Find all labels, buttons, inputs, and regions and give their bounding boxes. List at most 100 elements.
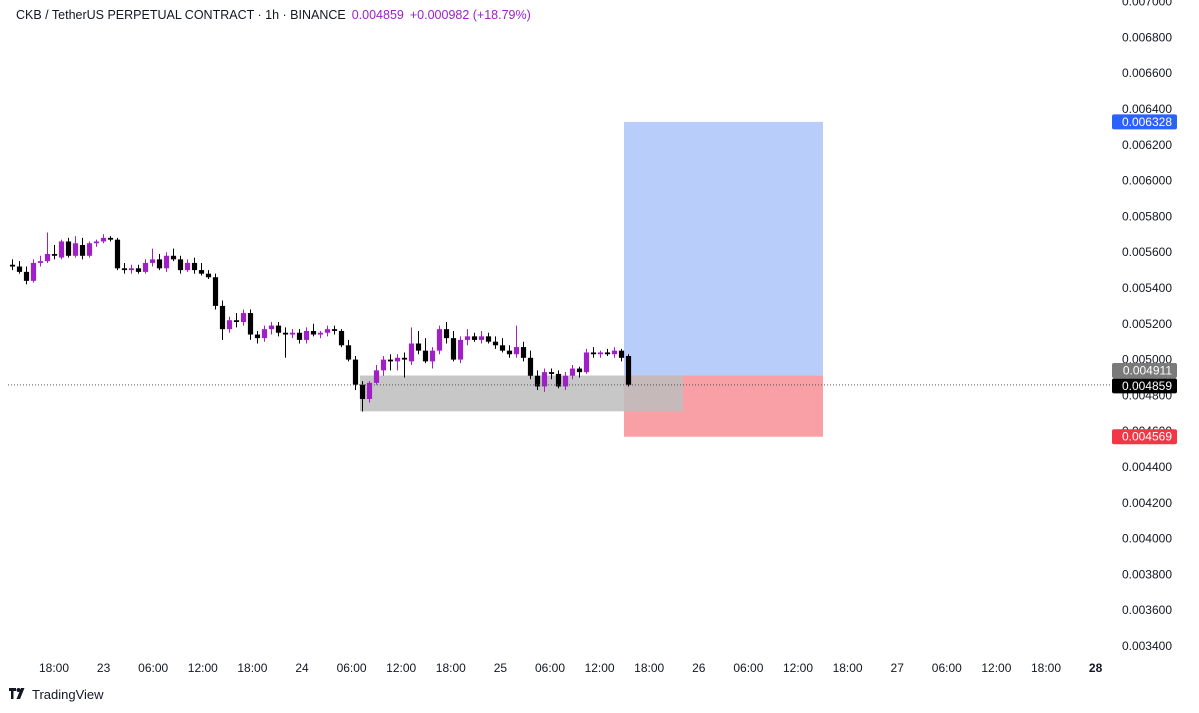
time-tick-label: 12:00	[188, 661, 218, 675]
price-tick-label: 0.005600	[1122, 245, 1172, 259]
badge-background	[1112, 114, 1177, 130]
time-tick-label: 06:00	[138, 661, 168, 675]
chart-header: CKB / TetherUS PERPETUAL CONTRACT · 1h ·…	[16, 8, 531, 22]
badge-text: 0.004859	[1122, 379, 1172, 393]
candle	[149, 248, 156, 267]
candle	[338, 329, 345, 348]
candle	[205, 270, 212, 280]
price-axis[interactable]: 0.003400 0.003600 0.003800 0.004000 0.004200…	[1122, 0, 1172, 653]
candle-body	[359, 384, 366, 399]
candle	[282, 327, 289, 358]
target-price-badge: 0.006328	[1112, 114, 1177, 130]
candle	[569, 364, 576, 380]
candle	[107, 236, 114, 242]
candle	[16, 261, 23, 274]
candle-body	[338, 330, 345, 346]
candle	[240, 309, 247, 326]
candle-body	[415, 343, 422, 351]
brand-name: TradingView	[32, 687, 104, 702]
time-tick-label: 12:00	[386, 661, 416, 675]
candle-body	[471, 336, 478, 340]
candle	[310, 323, 317, 337]
price-tick-label: 0.006600	[1122, 66, 1172, 80]
candle	[541, 368, 548, 392]
time-axis[interactable]: 18:00 23 06:00 12:00 18:00 24 06:00 12:00 18:00 2…	[39, 661, 1103, 675]
candle	[51, 245, 58, 260]
time-tick-label: 18:00	[1031, 661, 1061, 675]
candle-body	[65, 241, 72, 256]
candle-body	[401, 357, 408, 360]
candle-body	[590, 352, 597, 355]
candle-body	[408, 343, 415, 362]
candle-body	[345, 345, 352, 360]
candle-body	[177, 259, 184, 271]
target-zone	[624, 121, 823, 376]
candle	[590, 347, 597, 358]
candle-body	[380, 359, 387, 371]
price-tick-label: 0.007000	[1122, 0, 1172, 9]
candle	[464, 329, 471, 346]
price-tick-label: 0.005200	[1122, 317, 1172, 331]
candle	[275, 322, 282, 337]
candle-body	[58, 241, 65, 258]
price-tick-label: 0.006400	[1122, 102, 1172, 116]
candle	[373, 364, 380, 385]
candle-body	[51, 253, 58, 256]
candle-body	[464, 336, 471, 340]
price-tick-label: 0.004000	[1122, 532, 1172, 546]
time-tick-label: 28	[1089, 661, 1103, 675]
price-change: +0.000982 (+18.79%)	[409, 8, 531, 22]
position-zones[interactable]	[360, 121, 823, 437]
tradingview-branding[interactable]: TradingView	[9, 687, 104, 702]
candle	[604, 348, 611, 357]
candle-body	[163, 255, 170, 269]
candle-body	[331, 329, 338, 331]
candle	[625, 354, 632, 387]
candle-body	[373, 370, 380, 383]
candle-body	[387, 359, 394, 362]
candle	[611, 347, 618, 358]
time-tick-label: 25	[494, 661, 508, 675]
candle-body	[296, 332, 303, 340]
candle	[219, 300, 226, 340]
candle-body	[156, 259, 163, 269]
candle-body	[233, 320, 240, 323]
candle	[366, 381, 373, 403]
candle-body	[100, 237, 107, 242]
candle	[352, 356, 359, 391]
candle-body	[282, 332, 289, 335]
symbol-title[interactable]: CKB / TetherUS PERPETUAL CONTRACT · 1h ·…	[16, 8, 346, 22]
time-tick-label: 18:00	[39, 661, 69, 675]
candle-body	[534, 375, 541, 387]
price-tick-label: 0.005800	[1122, 209, 1172, 223]
badge-background	[1112, 429, 1177, 445]
candle	[324, 325, 331, 337]
candle	[387, 354, 394, 371]
candle	[401, 352, 408, 378]
candle-body	[135, 268, 142, 272]
candle-body	[366, 382, 373, 399]
candle-body	[79, 245, 86, 256]
candle	[478, 330, 485, 344]
candle-body	[219, 305, 226, 330]
candle	[345, 339, 352, 362]
candle-body	[170, 255, 177, 260]
entry-range-box	[360, 375, 683, 412]
candle-body	[72, 243, 79, 256]
candle-body	[268, 325, 275, 330]
price-tick-label: 0.005400	[1122, 281, 1172, 295]
time-tick-label: 18:00	[436, 661, 466, 675]
candle	[394, 354, 401, 371]
candle-body	[548, 372, 555, 374]
candle	[436, 325, 443, 355]
candle-body	[226, 320, 233, 330]
candle-body	[597, 352, 604, 355]
time-tick-label: 12:00	[585, 661, 615, 675]
candle-body	[114, 239, 121, 269]
candle-body	[618, 350, 625, 358]
candle	[79, 237, 86, 260]
candle-body	[604, 352, 611, 355]
